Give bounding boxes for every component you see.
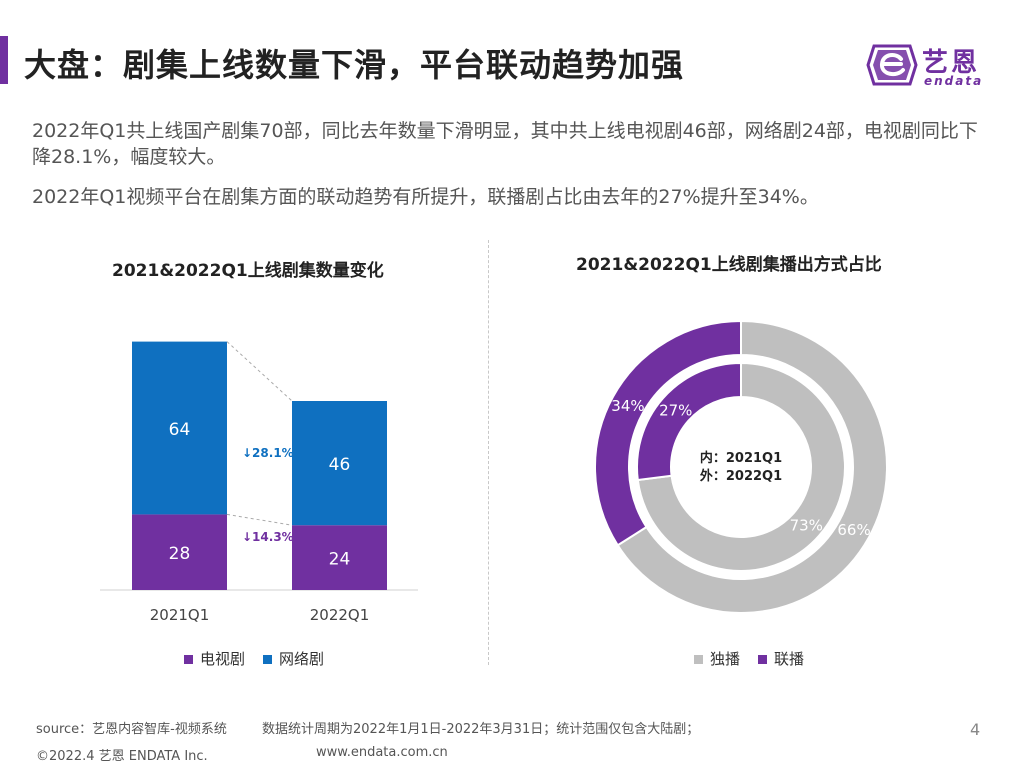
donut-center-label: 外：2022Q1 <box>699 468 782 484</box>
legend-label: 联播 <box>774 650 805 668</box>
donut-chart-title: 2021&2022Q1上线剧集播出方式占比 <box>576 255 882 275</box>
legend-swatch <box>758 655 768 664</box>
legend-item: 联播 <box>758 648 804 669</box>
donut-center-label: 内：2021Q1 <box>700 450 782 466</box>
page-title: 大盘：剧集上线数量下滑，平台联动趋势加强 <box>24 46 685 84</box>
legend-swatch <box>694 655 703 664</box>
bar-change-annotation: ↓14.3% <box>242 530 294 544</box>
bar-category-label: 2022Q1 <box>310 606 370 624</box>
brand-logo: 艺恩 endata <box>866 42 990 90</box>
donut-slice-label: 66% <box>837 521 870 539</box>
legend-item: 独播 <box>694 648 740 669</box>
summary-paragraph-1: 2022年Q1共上线国产剧集70部，同比去年数量下滑明显，其中共上线电视剧46部… <box>32 120 978 168</box>
donut-slice <box>616 319 888 614</box>
donut-slice-label: 34% <box>611 397 644 415</box>
bar-connector-line <box>226 341 293 402</box>
bar-value-label: 46 <box>329 455 351 475</box>
bar-value-label: 24 <box>329 550 351 570</box>
legend-label: 网络剧 <box>279 650 325 668</box>
legend-item: 网络剧 <box>263 648 324 669</box>
bar-value-label: 28 <box>169 544 191 564</box>
data-period-note: 数据统计周期为2022年1月1日-2022年3月31日；统计范围仅包含大陆剧； <box>262 722 700 737</box>
title-accent-bar <box>0 36 8 84</box>
summary-paragraph-2: 2022年Q1视频平台在剧集方面的联动趋势有所提升，联播剧占比由去年的27%提升… <box>32 186 819 208</box>
source-note: source：艺恩内容智库-视频系统 <box>36 722 227 737</box>
donut-slice <box>594 319 742 547</box>
legend-swatch <box>263 655 273 664</box>
donut-slice <box>636 361 742 482</box>
legend-label: 独播 <box>710 650 741 668</box>
bar-segment <box>292 525 387 590</box>
legend-label: 电视剧 <box>200 650 246 668</box>
legend-swatch <box>184 655 193 664</box>
donut-slice-label: 73% <box>790 517 823 535</box>
bar-segment <box>132 514 227 590</box>
bar-segment <box>132 341 227 515</box>
legend-item: 电视剧 <box>184 648 245 669</box>
logo-subtitle: endata <box>924 74 984 88</box>
chart-divider <box>488 240 489 665</box>
website-link[interactable]: www.endata.com.cn <box>316 745 448 760</box>
donut-chart-legend: 独播 联播 <box>694 648 822 669</box>
bar-chart-title: 2021&2022Q1上线剧集数量变化 <box>112 261 384 281</box>
bar-category-label: 2021Q1 <box>150 606 210 624</box>
logo-name: 艺恩 <box>922 48 981 78</box>
page-number: 4 <box>970 720 981 739</box>
bar-segment <box>292 401 387 526</box>
bar-change-annotation: ↓28.1% <box>242 446 294 460</box>
copyright: ©2022.4 艺恩 ENDATA Inc. <box>36 749 208 764</box>
logo-e-icon <box>866 44 918 86</box>
donut-slice <box>636 361 846 572</box>
bar-connector-line <box>226 513 293 526</box>
donut-slice-label: 27% <box>659 401 692 419</box>
bar-value-label: 64 <box>169 420 191 440</box>
bar-chart-legend: 电视剧 网络剧 <box>184 648 342 669</box>
